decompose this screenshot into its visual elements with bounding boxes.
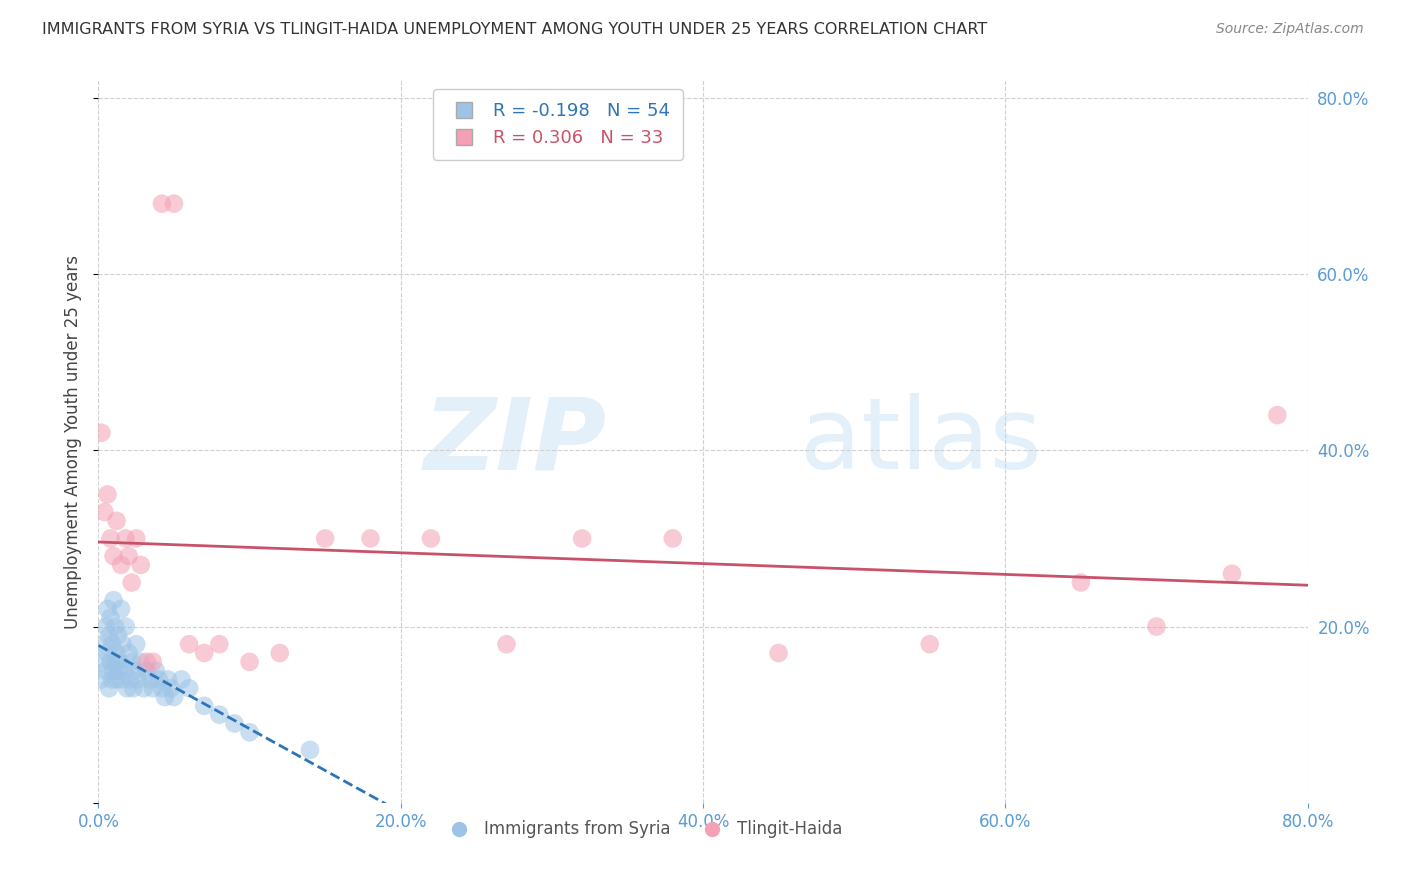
Point xyxy=(96,646,118,660)
Point xyxy=(1220,566,1243,581)
Point xyxy=(120,673,142,687)
Point xyxy=(94,664,117,678)
Point xyxy=(91,655,114,669)
Point xyxy=(239,725,262,739)
Point xyxy=(101,637,124,651)
Point xyxy=(129,558,152,572)
Text: IMMIGRANTS FROM SYRIA VS TLINGIT-HAIDA UNEMPLOYMENT AMONG YOUTH UNDER 25 YEARS C: IMMIGRANTS FROM SYRIA VS TLINGIT-HAIDA U… xyxy=(42,22,987,37)
Point xyxy=(918,637,941,651)
Point xyxy=(142,681,165,696)
Point xyxy=(1267,408,1289,422)
Point xyxy=(125,637,148,651)
Point xyxy=(104,619,127,633)
Point xyxy=(105,673,128,687)
Point xyxy=(104,655,127,669)
Point xyxy=(179,681,201,696)
Point xyxy=(135,664,157,678)
Point xyxy=(239,655,262,669)
Point xyxy=(90,425,112,440)
Point xyxy=(110,558,132,572)
Legend: Immigrants from Syria, Tlingit-Haida: Immigrants from Syria, Tlingit-Haida xyxy=(436,814,849,845)
Point xyxy=(90,673,112,687)
Text: atlas: atlas xyxy=(800,393,1042,490)
Point xyxy=(105,514,128,528)
Point xyxy=(107,664,129,678)
Point xyxy=(208,707,231,722)
Point xyxy=(93,637,115,651)
Point xyxy=(111,637,134,651)
Point xyxy=(101,673,124,687)
Point xyxy=(145,664,167,678)
Point xyxy=(108,655,131,669)
Point xyxy=(100,532,122,546)
Point xyxy=(103,593,125,607)
Point xyxy=(224,716,246,731)
Point xyxy=(160,681,183,696)
Point xyxy=(105,646,128,660)
Point xyxy=(100,611,122,625)
Point xyxy=(107,628,129,642)
Point xyxy=(98,681,121,696)
Point xyxy=(139,673,162,687)
Point xyxy=(314,532,336,546)
Point xyxy=(1070,575,1092,590)
Point xyxy=(124,664,146,678)
Point xyxy=(98,628,121,642)
Point xyxy=(193,646,215,660)
Point xyxy=(112,664,135,678)
Text: ZIP: ZIP xyxy=(423,393,606,490)
Point xyxy=(179,637,201,651)
Point xyxy=(156,673,179,687)
Point xyxy=(122,681,145,696)
Point xyxy=(193,698,215,713)
Point xyxy=(125,532,148,546)
Point xyxy=(150,196,173,211)
Point xyxy=(114,619,136,633)
Point xyxy=(115,681,138,696)
Point xyxy=(420,532,443,546)
Point xyxy=(148,673,170,687)
Point xyxy=(661,532,683,546)
Point xyxy=(110,673,132,687)
Point xyxy=(118,646,141,660)
Point xyxy=(127,673,149,687)
Point xyxy=(103,549,125,563)
Point xyxy=(163,196,186,211)
Point xyxy=(299,743,322,757)
Point xyxy=(269,646,291,660)
Y-axis label: Unemployment Among Youth under 25 years: Unemployment Among Youth under 25 years xyxy=(65,254,83,629)
Point xyxy=(142,655,165,669)
Point xyxy=(93,505,115,519)
Point xyxy=(360,532,382,546)
Point xyxy=(495,637,517,651)
Point xyxy=(121,655,143,669)
Point xyxy=(1144,619,1167,633)
Text: Source: ZipAtlas.com: Source: ZipAtlas.com xyxy=(1216,22,1364,37)
Point xyxy=(129,655,152,669)
Point xyxy=(118,549,141,563)
Point xyxy=(121,575,143,590)
Point xyxy=(208,637,231,651)
Point xyxy=(114,532,136,546)
Point xyxy=(110,602,132,616)
Point xyxy=(150,681,173,696)
Point xyxy=(96,487,118,501)
Point xyxy=(96,602,118,616)
Point xyxy=(103,664,125,678)
Point xyxy=(571,532,593,546)
Point xyxy=(135,655,157,669)
Point xyxy=(170,673,193,687)
Point xyxy=(132,681,155,696)
Point xyxy=(153,690,176,704)
Point xyxy=(163,690,186,704)
Point xyxy=(94,619,117,633)
Point xyxy=(100,655,122,669)
Point xyxy=(768,646,790,660)
